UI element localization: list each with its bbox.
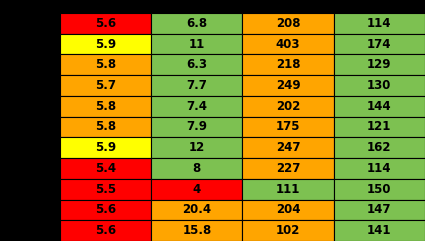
Text: 147: 147: [367, 203, 391, 216]
Text: 114: 114: [367, 162, 391, 175]
Bar: [60, 200, 151, 220]
Text: 141: 141: [367, 224, 391, 237]
Text: 11: 11: [189, 38, 205, 51]
Text: 5.6: 5.6: [95, 224, 116, 237]
Bar: [60, 158, 151, 179]
Text: 121: 121: [367, 120, 391, 134]
Text: 6.3: 6.3: [187, 58, 207, 71]
Bar: [151, 158, 243, 179]
Bar: [151, 220, 243, 241]
Bar: [151, 54, 243, 75]
Bar: [243, 75, 334, 96]
Text: 144: 144: [367, 100, 392, 113]
Bar: [334, 220, 425, 241]
Text: 208: 208: [276, 17, 300, 30]
Bar: [151, 13, 243, 34]
Text: 12: 12: [189, 141, 205, 154]
Bar: [151, 34, 243, 54]
Bar: [243, 54, 334, 75]
Bar: [334, 200, 425, 220]
Bar: [334, 34, 425, 54]
Text: 247: 247: [276, 141, 300, 154]
Text: 150: 150: [367, 183, 391, 196]
Bar: [151, 179, 243, 200]
Text: 5.9: 5.9: [95, 141, 116, 154]
Text: 5.6: 5.6: [95, 203, 116, 216]
Text: 5.8: 5.8: [95, 100, 116, 113]
Text: 204: 204: [276, 203, 300, 216]
Bar: [334, 13, 425, 34]
Bar: [60, 220, 151, 241]
Text: 15.8: 15.8: [182, 224, 212, 237]
Bar: [243, 34, 334, 54]
Text: 5.8: 5.8: [95, 120, 116, 134]
Text: 5.4: 5.4: [95, 162, 116, 175]
Text: 403: 403: [276, 38, 300, 51]
Bar: [334, 75, 425, 96]
Text: 5.7: 5.7: [95, 79, 116, 92]
Bar: [334, 96, 425, 117]
Text: 5.8: 5.8: [95, 58, 116, 71]
Bar: [60, 34, 151, 54]
Bar: [334, 137, 425, 158]
Text: 102: 102: [276, 224, 300, 237]
Text: 175: 175: [276, 120, 300, 134]
Text: 218: 218: [276, 58, 300, 71]
Text: 174: 174: [367, 38, 391, 51]
Text: 129: 129: [367, 58, 391, 71]
Bar: [60, 179, 151, 200]
Text: 7.4: 7.4: [187, 100, 207, 113]
Text: 4: 4: [193, 183, 201, 196]
Bar: [60, 13, 151, 34]
Bar: [243, 220, 334, 241]
Bar: [60, 137, 151, 158]
Text: 249: 249: [276, 79, 300, 92]
Bar: [151, 200, 243, 220]
Bar: [60, 54, 151, 75]
Text: 202: 202: [276, 100, 300, 113]
Bar: [151, 117, 243, 137]
Text: 5.6: 5.6: [95, 17, 116, 30]
Bar: [243, 158, 334, 179]
Bar: [60, 96, 151, 117]
Text: 5.9: 5.9: [95, 38, 116, 51]
Text: 20.4: 20.4: [182, 203, 211, 216]
Bar: [60, 75, 151, 96]
Text: 7.9: 7.9: [187, 120, 207, 134]
Text: 5.5: 5.5: [95, 183, 116, 196]
Bar: [243, 179, 334, 200]
Text: 111: 111: [276, 183, 300, 196]
Bar: [334, 117, 425, 137]
Text: 114: 114: [367, 17, 391, 30]
Bar: [334, 158, 425, 179]
Bar: [243, 117, 334, 137]
Bar: [243, 96, 334, 117]
Bar: [243, 13, 334, 34]
Bar: [151, 75, 243, 96]
Bar: [334, 179, 425, 200]
Text: 6.8: 6.8: [186, 17, 207, 30]
Bar: [243, 137, 334, 158]
Bar: [334, 54, 425, 75]
Text: 130: 130: [367, 79, 391, 92]
Text: 162: 162: [367, 141, 391, 154]
Text: 227: 227: [276, 162, 300, 175]
Bar: [151, 137, 243, 158]
Bar: [243, 200, 334, 220]
Text: 8: 8: [193, 162, 201, 175]
Bar: [151, 96, 243, 117]
Bar: [60, 117, 151, 137]
Text: 7.7: 7.7: [187, 79, 207, 92]
